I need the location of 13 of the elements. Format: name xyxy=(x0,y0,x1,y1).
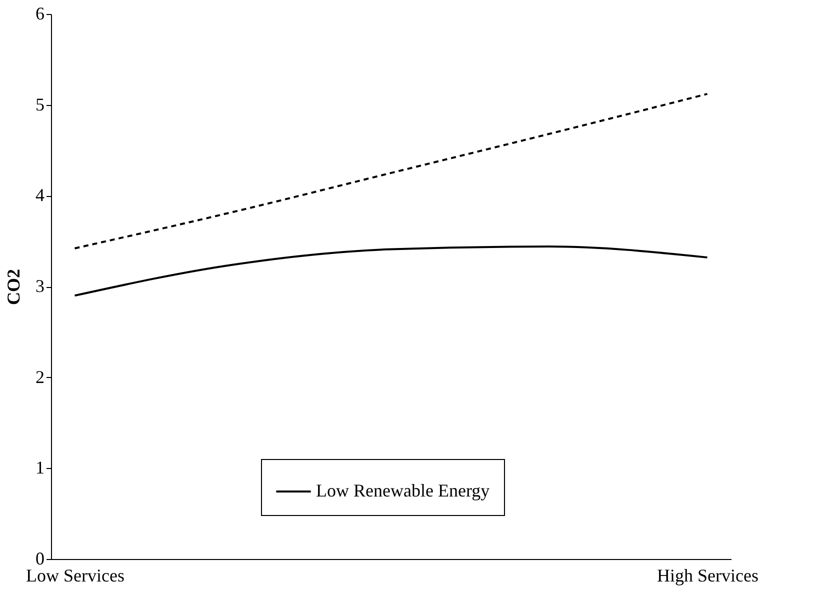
x-tick-label: Low Services xyxy=(26,566,124,586)
y-axis-title: CO2 xyxy=(4,269,24,305)
x-tick-label: High Services xyxy=(657,566,759,586)
legend-label: Low Renewable Energy xyxy=(316,480,490,500)
y-tick-label: 6 xyxy=(36,4,44,24)
y-tick-label: 5 xyxy=(36,94,44,114)
y-tick-label: 1 xyxy=(36,458,44,478)
line-series xyxy=(74,246,708,297)
line-series xyxy=(74,92,708,250)
y-tick-label: 2 xyxy=(36,366,44,387)
y-tick-label: 0 xyxy=(36,548,44,568)
y-tick-label: 4 xyxy=(36,185,44,206)
y-tick-label: 3 xyxy=(36,276,44,296)
